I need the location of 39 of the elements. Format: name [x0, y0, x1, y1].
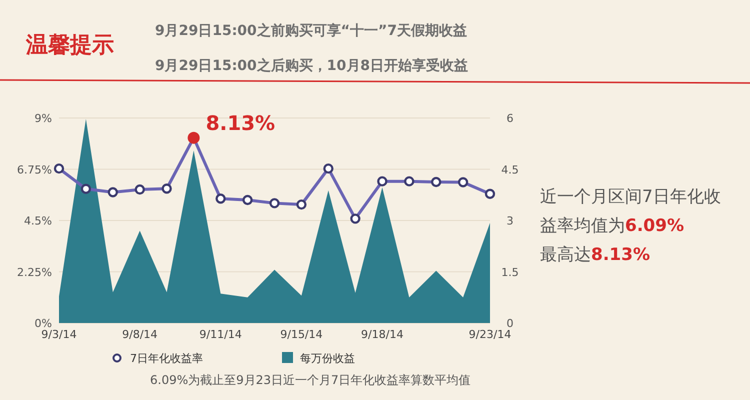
point — [404, 176, 414, 186]
point — [54, 163, 64, 174]
x-tick-label: 9/11/14 — [199, 328, 242, 341]
legend-label: 每万份收益 — [300, 352, 355, 365]
x-tick-label: 9/18/14 — [361, 328, 404, 341]
y-tick-label: 0% — [34, 317, 52, 330]
x-tick-label: 9/23/14 — [468, 328, 512, 341]
y-tick-label: 9% — [34, 112, 52, 125]
y-tick-label: 6.75% — [17, 163, 52, 176]
x-tick-label: 9/15/14 — [280, 328, 323, 341]
y2-tick-label: 0 — [506, 317, 514, 330]
point — [242, 194, 253, 206]
point — [108, 187, 118, 198]
y2-tick-label: 3 — [506, 214, 514, 228]
point — [216, 194, 226, 204]
y-tick-label: 4.5% — [24, 214, 52, 228]
legend-label: 7日年化收益率 — [130, 352, 203, 365]
text: 9月29日15:00之前购买可享“十一”7天假期收益 9月29日15:00之后购买，10月8日开始享受收益 — [155, 23, 468, 74]
y2-tick-label: 4.5 — [501, 163, 519, 176]
y2-tick-label: 6 — [506, 112, 514, 125]
point — [458, 177, 468, 188]
point — [134, 184, 145, 195]
point — [484, 188, 496, 199]
y2-tick-label: 1.5 — [501, 266, 519, 279]
point — [80, 184, 92, 194]
point — [350, 214, 360, 224]
text: 近一个月区间7日年化收益率均值为6.09% 最高达8.13% — [540, 187, 721, 265]
point — [323, 163, 334, 174]
point — [269, 198, 280, 208]
point — [296, 199, 307, 210]
point — [431, 176, 442, 188]
point — [377, 176, 388, 186]
x-tick-label: 9/3/14 — [41, 328, 77, 341]
chart-title: 温馨提示 — [26, 32, 114, 60]
text: 6.09%为截止至9月23日近一个月7日年化收益率算数平均值 — [150, 372, 471, 389]
annotation: 8.13% — [206, 110, 276, 135]
y-tick-label: 2.25% — [17, 266, 52, 279]
point — [162, 184, 172, 194]
x-tick-label: 9/8/14 — [122, 328, 158, 341]
